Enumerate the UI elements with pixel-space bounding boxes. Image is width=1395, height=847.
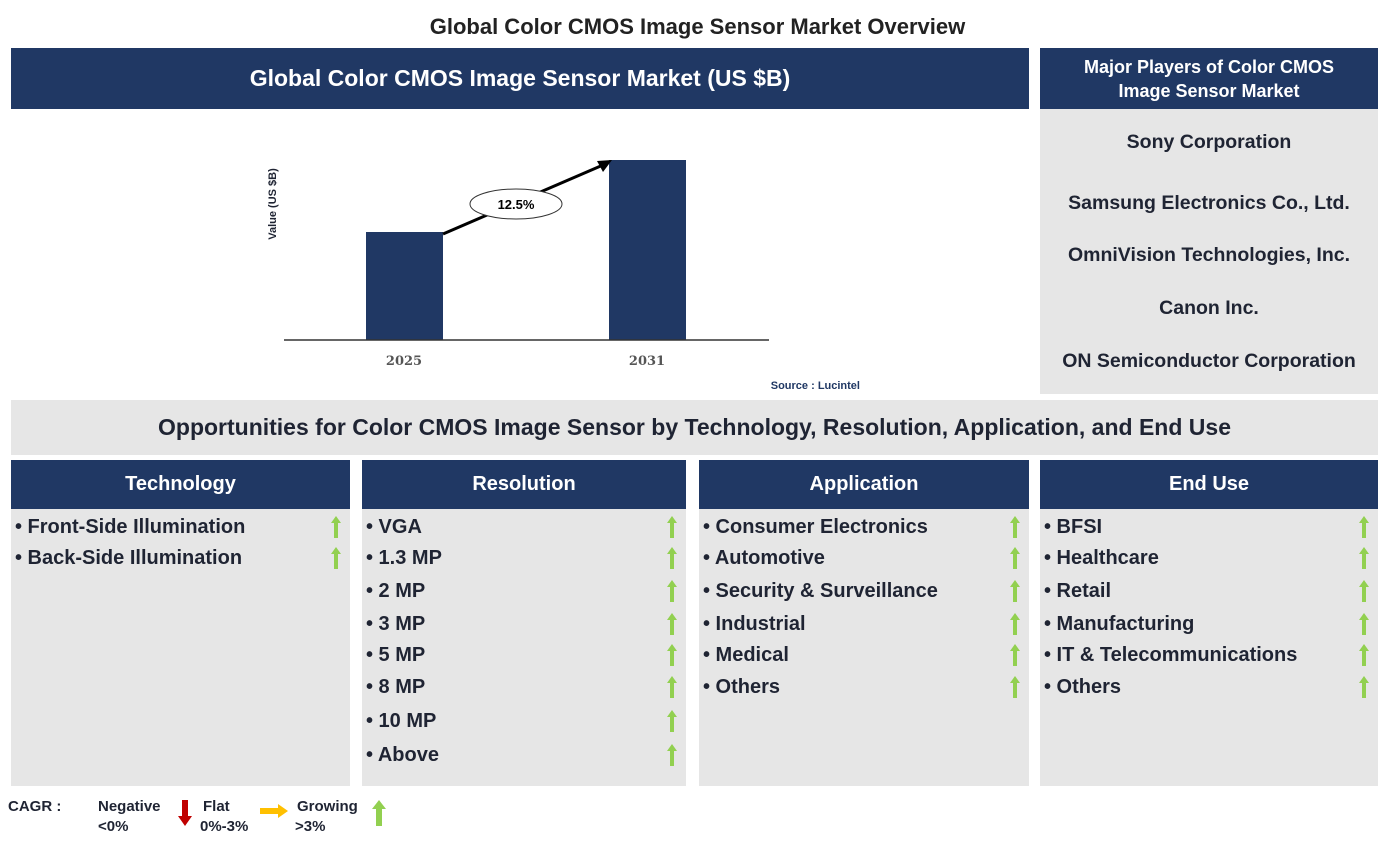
growing-arrow-icon <box>1010 676 1020 698</box>
legend-negative-label: Negative <box>98 798 161 815</box>
segment-item: • Others <box>703 676 1021 699</box>
segment-item: • Security & Surveillance <box>703 580 1021 603</box>
cagr-bubble <box>469 188 563 220</box>
growing-arrow-icon <box>372 800 386 826</box>
segment-application: Application • Consumer Electronics • Aut… <box>699 460 1029 786</box>
players-list: Sony Corporation Samsung Electronics Co.… <box>1040 109 1378 394</box>
segment-item: • 5 MP <box>366 644 678 667</box>
growing-arrow-icon <box>667 547 677 569</box>
negative-arrow-icon <box>178 800 192 826</box>
growing-arrow-icon <box>1359 516 1369 538</box>
segment-end-use: End Use • BFSI • Healthcare • Retail • M… <box>1040 460 1378 786</box>
segment-item: • Front-Side Illumination <box>15 516 342 539</box>
legend-flat-label: Flat <box>203 798 230 815</box>
segment-item: • IT & Telecommunications <box>1044 644 1370 667</box>
chart-header: Global Color CMOS Image Sensor Market (U… <box>11 48 1029 109</box>
player-item: Sony Corporation <box>1126 131 1292 153</box>
segment-title: Application <box>699 460 1029 509</box>
segment-item: • Retail <box>1044 580 1370 603</box>
growing-arrow-icon <box>1359 547 1369 569</box>
cagr-arrowhead-icon <box>597 160 612 172</box>
growing-arrow-icon <box>1010 516 1020 538</box>
segment-item: • Consumer Electronics <box>703 516 1021 539</box>
growing-arrow-icon <box>1010 547 1020 569</box>
x-tick-2025: 2025 <box>386 354 422 369</box>
bar-2031 <box>609 160 686 340</box>
segment-item: • Healthcare <box>1044 547 1370 570</box>
cagr-value: 12.5% <box>498 197 535 212</box>
growing-arrow-icon <box>667 516 677 538</box>
opportunities-header: Opportunities for Color CMOS Image Senso… <box>11 400 1378 455</box>
segment-item: • VGA <box>366 516 678 539</box>
growing-arrow-icon <box>1010 644 1020 666</box>
flat-arrow-icon <box>260 804 288 818</box>
cagr-legend: CAGR : Negative <0% Flat 0%-3% Growing >… <box>8 796 408 841</box>
segment-item: • 3 MP <box>366 613 678 636</box>
legend-negative-range: <0% <box>98 818 129 835</box>
segment-title: Resolution <box>362 460 686 509</box>
growing-arrow-icon <box>1359 613 1369 635</box>
source-label: Source : Lucintel <box>771 380 860 392</box>
players-header: Major Players of Color CMOS Image Sensor… <box>1040 48 1378 109</box>
legend-growing-range: >3% <box>295 818 326 835</box>
segment-item: • BFSI <box>1044 516 1370 539</box>
y-axis-label: Value (US $B) <box>267 168 279 240</box>
x-tick-2031: 2031 <box>629 354 665 369</box>
growing-arrow-icon <box>667 613 677 635</box>
bar-chart: Value (US $B) 12.5% 2025 2031 Source : L… <box>11 109 1029 399</box>
segment-item: • Others <box>1044 676 1370 699</box>
segment-item: • Automotive <box>703 547 1021 570</box>
growing-arrow-icon <box>1010 580 1020 602</box>
growing-arrow-icon <box>1359 644 1369 666</box>
growing-arrow-icon <box>1359 676 1369 698</box>
segment-technology: Technology • Front-Side Illumination • B… <box>11 460 350 786</box>
segment-item: • Above <box>366 744 678 767</box>
segment-item: • Manufacturing <box>1044 613 1370 636</box>
player-item: Samsung Electronics Co., Ltd. <box>1068 192 1350 214</box>
segment-item: • Back-Side Illumination <box>15 547 342 570</box>
segment-title: Technology <box>11 460 350 509</box>
growing-arrow-icon <box>667 744 677 766</box>
growing-arrow-icon <box>331 516 341 538</box>
segment-item: • Industrial <box>703 613 1021 636</box>
growing-arrow-icon <box>667 644 677 666</box>
segment-resolution: Resolution • VGA • 1.3 MP • 2 MP • 3 MP … <box>362 460 686 786</box>
legend-growing-label: Growing <box>297 798 358 815</box>
page-title: Global Color CMOS Image Sensor Market Ov… <box>429 14 966 39</box>
player-item: Canon Inc. <box>1159 297 1259 319</box>
player-item: ON Semiconductor Corporation <box>1062 350 1356 372</box>
growing-arrow-icon <box>331 547 341 569</box>
segment-item: • 2 MP <box>366 580 678 603</box>
segment-item: • Medical <box>703 644 1021 667</box>
legend-label: CAGR : <box>8 798 62 815</box>
legend-flat-range: 0%-3% <box>200 818 249 835</box>
growing-arrow-icon <box>1359 580 1369 602</box>
growing-arrow-icon <box>1010 613 1020 635</box>
bar-2025 <box>366 232 443 340</box>
growing-arrow-icon <box>667 580 677 602</box>
growing-arrow-icon <box>667 676 677 698</box>
growing-arrow-icon <box>667 710 677 732</box>
segment-item: • 1.3 MP <box>366 547 678 570</box>
segment-item: • 8 MP <box>366 676 678 699</box>
segment-item: • 10 MP <box>366 710 678 733</box>
segment-title: End Use <box>1040 460 1378 509</box>
player-item: OmniVision Technologies, Inc. <box>1067 244 1351 266</box>
